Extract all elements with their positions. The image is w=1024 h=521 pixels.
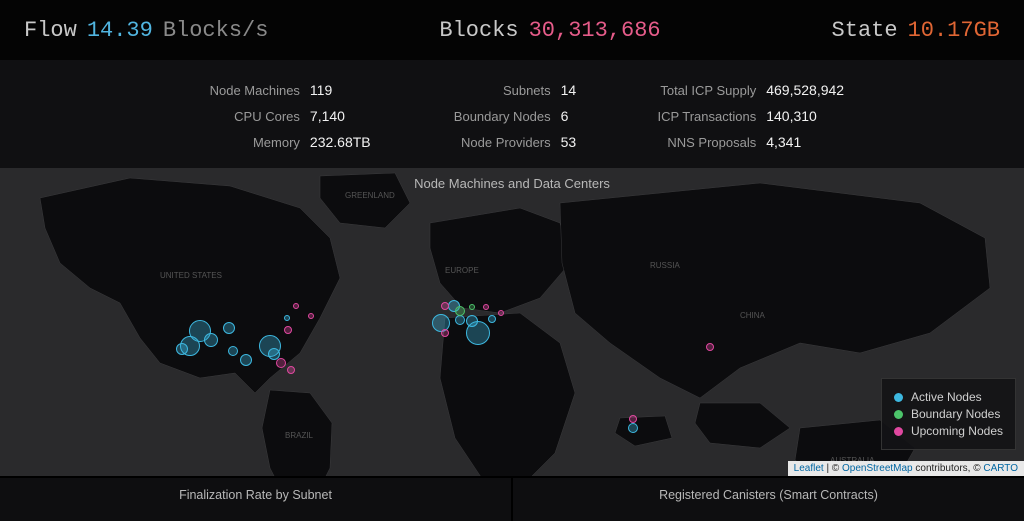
map-marker-upcoming[interactable]: [287, 366, 295, 374]
map-marker-upcoming[interactable]: [441, 329, 449, 337]
metric-state: State 10.17GB: [832, 18, 1000, 43]
map-marker-upcoming[interactable]: [629, 415, 637, 423]
map-marker-upcoming[interactable]: [498, 310, 504, 316]
svg-text:GREENLAND: GREENLAND: [345, 191, 395, 200]
carto-link[interactable]: CARTO: [983, 463, 1018, 474]
map-marker-upcoming[interactable]: [706, 343, 714, 351]
map-marker-active[interactable]: [204, 333, 218, 347]
map-marker-upcoming[interactable]: [284, 326, 292, 334]
stats-col-1: Node Machines119CPU Cores7,140Memory232.…: [180, 82, 371, 146]
stat-value: 119: [310, 82, 332, 98]
metric-blocks-label: Blocks: [439, 18, 518, 43]
stat-value: 140,310: [766, 108, 817, 124]
stat-row: Memory 232.68TB: [180, 134, 371, 150]
metric-flow: Flow 14.39 Blocks/s: [24, 18, 268, 43]
map-marker-active[interactable]: [628, 423, 638, 433]
metric-blocks-value: 30,313,686: [529, 18, 661, 43]
metric-flow-unit: Blocks/s: [163, 18, 269, 43]
metric-flow-value: 14.39: [87, 18, 153, 43]
stat-value: 7,140: [310, 108, 345, 124]
stat-row: Total ICP Supply 469,528,942: [636, 82, 844, 98]
map-marker-upcoming[interactable]: [308, 313, 314, 319]
svg-text:UNITED STATES: UNITED STATES: [160, 271, 222, 280]
map-marker-active[interactable]: [455, 315, 465, 325]
stat-value: 6: [561, 108, 569, 124]
svg-text:EUROPE: EUROPE: [445, 266, 479, 275]
stats-col-3: Total ICP Supply 469,528,942 ICP Transacti…: [636, 82, 844, 146]
metric-state-unit: GB: [974, 18, 1000, 43]
stat-label: Total ICP Supply: [636, 83, 756, 98]
map-marker-active[interactable]: [223, 322, 235, 334]
osm-link[interactable]: OpenStreetMap: [842, 463, 913, 474]
metric-state-label: State: [832, 18, 898, 43]
stat-value: 469,528,942: [766, 82, 844, 98]
stats-bar: Node Machines 119 CPU Cores 7,140 Memory 232.…: [0, 60, 1024, 168]
panel-left-title: Finalization Rate by Subnet: [179, 488, 332, 502]
map-marker-active[interactable]: [176, 343, 188, 355]
top-metrics-bar: Flow 14.39 Blocks/s Blocks 30,313,686 St…: [0, 0, 1024, 60]
legend-upcoming: Upcoming Nodes: [911, 424, 1003, 438]
leaflet-link[interactable]: Leaflet: [794, 463, 824, 474]
legend-dot-boundary: [894, 410, 903, 419]
stat-label: Subnets: [431, 83, 551, 98]
map-marker-active[interactable]: [228, 346, 238, 356]
panel-finalization-rate: Finalization Rate by Subnet: [0, 476, 511, 521]
map-panel[interactable]: Node Machines and Data Centers UNITED ST…: [0, 168, 1024, 476]
map-marker-active[interactable]: [240, 354, 252, 366]
legend-dot-active: [894, 393, 903, 402]
map-marker-active[interactable]: [284, 315, 290, 321]
svg-text:RUSSIA: RUSSIA: [650, 261, 680, 270]
stat-row: Boundary Nodes 6: [431, 108, 577, 124]
map-marker-active[interactable]: [466, 321, 490, 345]
map-marker-upcoming[interactable]: [293, 303, 299, 309]
stat-row: ICP Transactions 140,310: [636, 108, 844, 124]
map-attribution: Leaflet | © OpenStreetMap contributors, …: [788, 461, 1024, 476]
legend-dot-upcoming: [894, 427, 903, 436]
world-map[interactable]: UNITED STATES EUROPE RUSSIA CHINA BRAZIL…: [0, 168, 1024, 476]
stat-label: Node Machines: [180, 83, 300, 98]
panel-right-title: Registered Canisters (Smart Contracts): [659, 488, 878, 502]
stat-label: Boundary Nodes: [431, 109, 551, 124]
panel-registered-canisters: Registered Canisters (Smart Contracts): [511, 476, 1024, 521]
metric-blocks: Blocks 30,313,686: [439, 18, 660, 43]
svg-text:CHINA: CHINA: [740, 311, 766, 320]
stat-row: Subnets 14: [431, 82, 577, 98]
stat-label: Node Providers: [431, 135, 551, 150]
stat-row: CPU Cores 7,140: [180, 108, 371, 124]
bottom-panels: Finalization Rate by Subnet Registered C…: [0, 476, 1024, 521]
map-marker-boundary[interactable]: [455, 306, 465, 316]
stat-row: Node Machines 119: [180, 82, 371, 98]
metric-flow-label: Flow: [24, 18, 77, 43]
map-marker-boundary[interactable]: [469, 304, 475, 310]
map-title: Node Machines and Data Centers: [0, 176, 1024, 191]
svg-text:BRAZIL: BRAZIL: [285, 431, 314, 440]
stat-value: 4,341: [766, 134, 801, 150]
stats-col-2: Subnets14Boundary Nodes6Node Providers53: [431, 82, 577, 146]
stat-label: ICP Transactions: [636, 109, 756, 124]
stat-row: Node Providers 53: [431, 134, 577, 150]
map-marker-active[interactable]: [488, 315, 496, 323]
map-legend: Active Nodes Boundary Nodes Upcoming Nod…: [881, 378, 1016, 450]
map-marker-upcoming[interactable]: [276, 358, 286, 368]
map-marker-upcoming[interactable]: [441, 302, 449, 310]
stat-label: CPU Cores: [180, 109, 300, 124]
stat-value: 232.68TB: [310, 134, 371, 150]
legend-boundary: Boundary Nodes: [911, 407, 1000, 421]
map-marker-upcoming[interactable]: [483, 304, 489, 310]
stat-label: NNS Proposals: [636, 135, 756, 150]
legend-active: Active Nodes: [911, 390, 982, 404]
stat-row: NNS Proposals 4,341: [636, 134, 844, 150]
metric-state-value: 10.17: [908, 18, 974, 43]
stat-value: 53: [561, 134, 577, 150]
stat-label: Memory: [180, 135, 300, 150]
stat-value: 14: [561, 82, 577, 98]
